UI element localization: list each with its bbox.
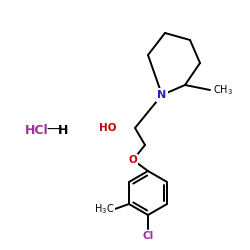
Text: HCl: HCl (25, 124, 49, 136)
Text: H: H (58, 124, 68, 136)
Text: N: N (158, 90, 166, 100)
Text: O: O (128, 155, 138, 165)
Text: —: — (46, 123, 60, 137)
Text: Cl: Cl (142, 231, 154, 241)
Text: CH$_3$: CH$_3$ (213, 83, 233, 97)
Text: H$_3$C: H$_3$C (94, 202, 114, 216)
Text: HO: HO (99, 123, 117, 133)
